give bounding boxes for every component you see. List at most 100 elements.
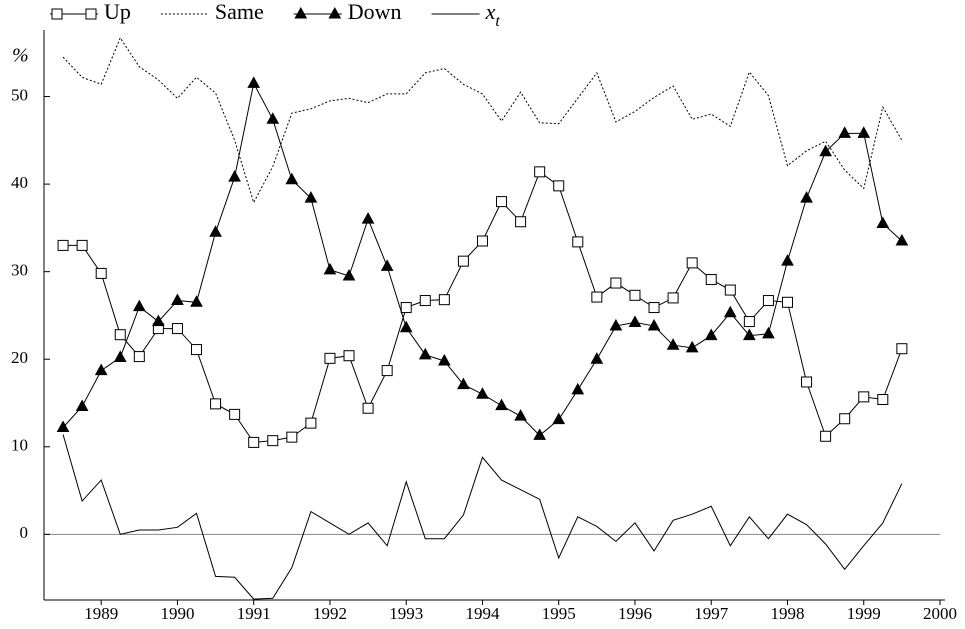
- x-tick-label: 1994: [465, 604, 500, 623]
- marker: [666, 338, 680, 350]
- marker: [629, 289, 641, 301]
- marker: [305, 417, 317, 429]
- marker: [228, 170, 241, 182]
- marker: [723, 305, 737, 318]
- marker: [457, 255, 469, 267]
- marker: [896, 343, 908, 355]
- marker: [286, 431, 298, 443]
- marker: [437, 353, 451, 366]
- x-tick-label: 1992: [313, 604, 347, 623]
- marker: [85, 8, 97, 20]
- series-line: [63, 171, 903, 443]
- marker: [171, 323, 183, 335]
- marker: [400, 302, 412, 314]
- x-tick-label: 1990: [160, 604, 194, 623]
- marker: [342, 268, 356, 281]
- series-line: [62, 36, 903, 204]
- x-tick-label: 2000: [923, 604, 957, 623]
- marker: [132, 299, 146, 312]
- marker: [781, 296, 793, 308]
- marker: [324, 352, 336, 364]
- marker: [839, 413, 851, 425]
- marker: [781, 254, 794, 266]
- marker: [328, 6, 342, 19]
- marker: [476, 235, 488, 247]
- legend-label: Up: [104, 0, 131, 24]
- marker: [76, 239, 88, 251]
- y-axis-label: %: [12, 45, 29, 67]
- x-tick-label: 1996: [618, 604, 652, 623]
- marker: [762, 326, 775, 339]
- series-line: [62, 81, 903, 437]
- marker: [705, 274, 717, 286]
- marker: [248, 436, 260, 448]
- y-tick-label: 50: [11, 85, 28, 104]
- marker: [533, 428, 547, 440]
- legend-label: Same: [215, 0, 264, 24]
- marker: [724, 284, 736, 296]
- marker: [801, 376, 813, 388]
- legend: Up Same Down xt: [50, 0, 500, 30]
- marker: [571, 382, 585, 395]
- marker: [114, 329, 126, 341]
- marker: [743, 328, 756, 341]
- marker: [267, 435, 279, 447]
- x-tick-label: 1995: [542, 604, 576, 623]
- marker: [820, 430, 832, 442]
- marker: [94, 363, 108, 376]
- marker: [838, 126, 852, 138]
- y-tick-label: 10: [11, 436, 28, 455]
- marker: [191, 344, 203, 356]
- marker: [209, 225, 222, 237]
- marker: [686, 257, 698, 269]
- marker: [113, 350, 127, 362]
- marker: [171, 293, 184, 306]
- series-line: [62, 434, 903, 600]
- marker: [858, 391, 870, 403]
- marker: [685, 340, 699, 353]
- marker: [876, 216, 890, 229]
- marker: [323, 262, 337, 275]
- x-tick-label: 1993: [389, 604, 423, 623]
- marker: [857, 126, 871, 138]
- marker: [247, 76, 261, 88]
- marker: [552, 412, 566, 425]
- marker: [285, 172, 299, 185]
- marker: [51, 8, 63, 20]
- marker: [647, 318, 661, 331]
- marker: [762, 295, 774, 307]
- marker: [399, 320, 413, 333]
- x-tick-label: 1997: [694, 604, 729, 623]
- y-tick-label: 30: [11, 261, 28, 280]
- marker: [380, 259, 394, 271]
- marker: [591, 291, 603, 303]
- marker: [648, 302, 660, 314]
- marker: [304, 191, 318, 203]
- marker: [210, 398, 222, 410]
- marker: [476, 387, 489, 399]
- marker: [590, 352, 604, 364]
- marker: [57, 239, 69, 251]
- marker: [877, 393, 889, 405]
- marker: [610, 277, 622, 289]
- legend-label: Down: [348, 0, 402, 24]
- marker: [553, 180, 565, 192]
- marker: [266, 112, 280, 124]
- marker: [56, 420, 70, 433]
- marker: [457, 377, 470, 390]
- marker: [609, 318, 623, 331]
- x-tick-label: 1989: [84, 604, 118, 623]
- marker: [294, 6, 308, 19]
- marker: [361, 212, 375, 224]
- marker: [534, 166, 546, 178]
- marker: [133, 351, 145, 363]
- marker: [743, 316, 755, 328]
- x-tick-label: 1999: [847, 604, 881, 623]
- x-tick-label: 1991: [237, 604, 271, 623]
- marker: [628, 315, 642, 327]
- marker: [381, 365, 393, 377]
- marker: [95, 267, 107, 279]
- marker: [572, 236, 584, 248]
- marker: [190, 295, 203, 307]
